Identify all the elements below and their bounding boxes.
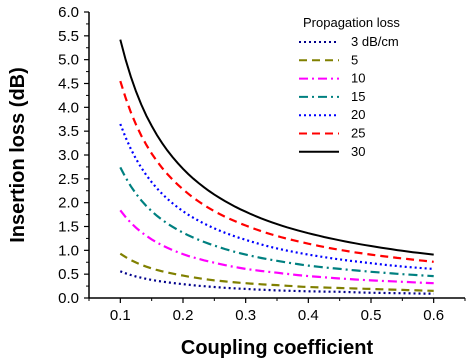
y-tick-label: 5.0 bbox=[58, 52, 79, 69]
y-tick-label: 2.5 bbox=[58, 171, 79, 188]
y-tick-label: 0.5 bbox=[58, 266, 79, 283]
tick-labels: 0.0 0.5 1.0 1.5 2.0 2.5 3.0 3.5 4.0 4.5 5.0 5.5 6.0 0… bbox=[58, 4, 444, 324]
y-tick-label: 6.0 bbox=[58, 4, 79, 21]
series-line-3 bbox=[119, 209, 434, 285]
legend-label: 3 dB/cm bbox=[351, 34, 399, 49]
x-axis-label: Coupling coefficient bbox=[181, 337, 374, 359]
x-tick-label: 0.2 bbox=[173, 307, 194, 324]
legend-label: 30 bbox=[351, 144, 365, 159]
y-tick-label: 1.5 bbox=[58, 219, 79, 236]
legend-label: 10 bbox=[351, 71, 365, 86]
y-tick-label: 4.0 bbox=[58, 99, 79, 116]
y-tick-label: 0.0 bbox=[58, 290, 79, 307]
y-tick-label: 5.5 bbox=[58, 28, 79, 45]
legend: Propagation loss 3 dB/cm 5 10 15 20 25 30 bbox=[299, 15, 400, 159]
y-tick-label: 4.5 bbox=[58, 76, 79, 93]
series-line-2 bbox=[119, 252, 434, 292]
legend-label: 25 bbox=[351, 126, 365, 141]
y-tick-label: 3.5 bbox=[58, 123, 79, 140]
series-line-1 bbox=[119, 270, 434, 295]
series-line-6 bbox=[119, 80, 434, 263]
y-tick-label: 1.0 bbox=[58, 242, 79, 259]
legend-label: 5 bbox=[351, 52, 358, 67]
y-axis-label: Insertion loss (dB) bbox=[7, 67, 29, 243]
legend-label: 15 bbox=[351, 89, 365, 104]
axes bbox=[84, 11, 466, 303]
y-tick-label: 2.0 bbox=[58, 195, 79, 212]
x-tick-label: 0.1 bbox=[110, 307, 131, 324]
legend-title: Propagation loss bbox=[303, 15, 400, 30]
series-line-5 bbox=[119, 123, 434, 270]
x-tick-label: 0.5 bbox=[361, 307, 382, 324]
x-tick-label: 0.4 bbox=[298, 307, 319, 324]
plot-area bbox=[119, 39, 434, 295]
legend-label: 20 bbox=[351, 107, 365, 122]
x-tick-label: 0.6 bbox=[423, 307, 444, 324]
x-tick-label: 0.3 bbox=[235, 307, 256, 324]
series-line-7 bbox=[119, 39, 434, 256]
y-tick-label: 3.0 bbox=[58, 147, 79, 164]
series-line-4 bbox=[119, 166, 434, 278]
